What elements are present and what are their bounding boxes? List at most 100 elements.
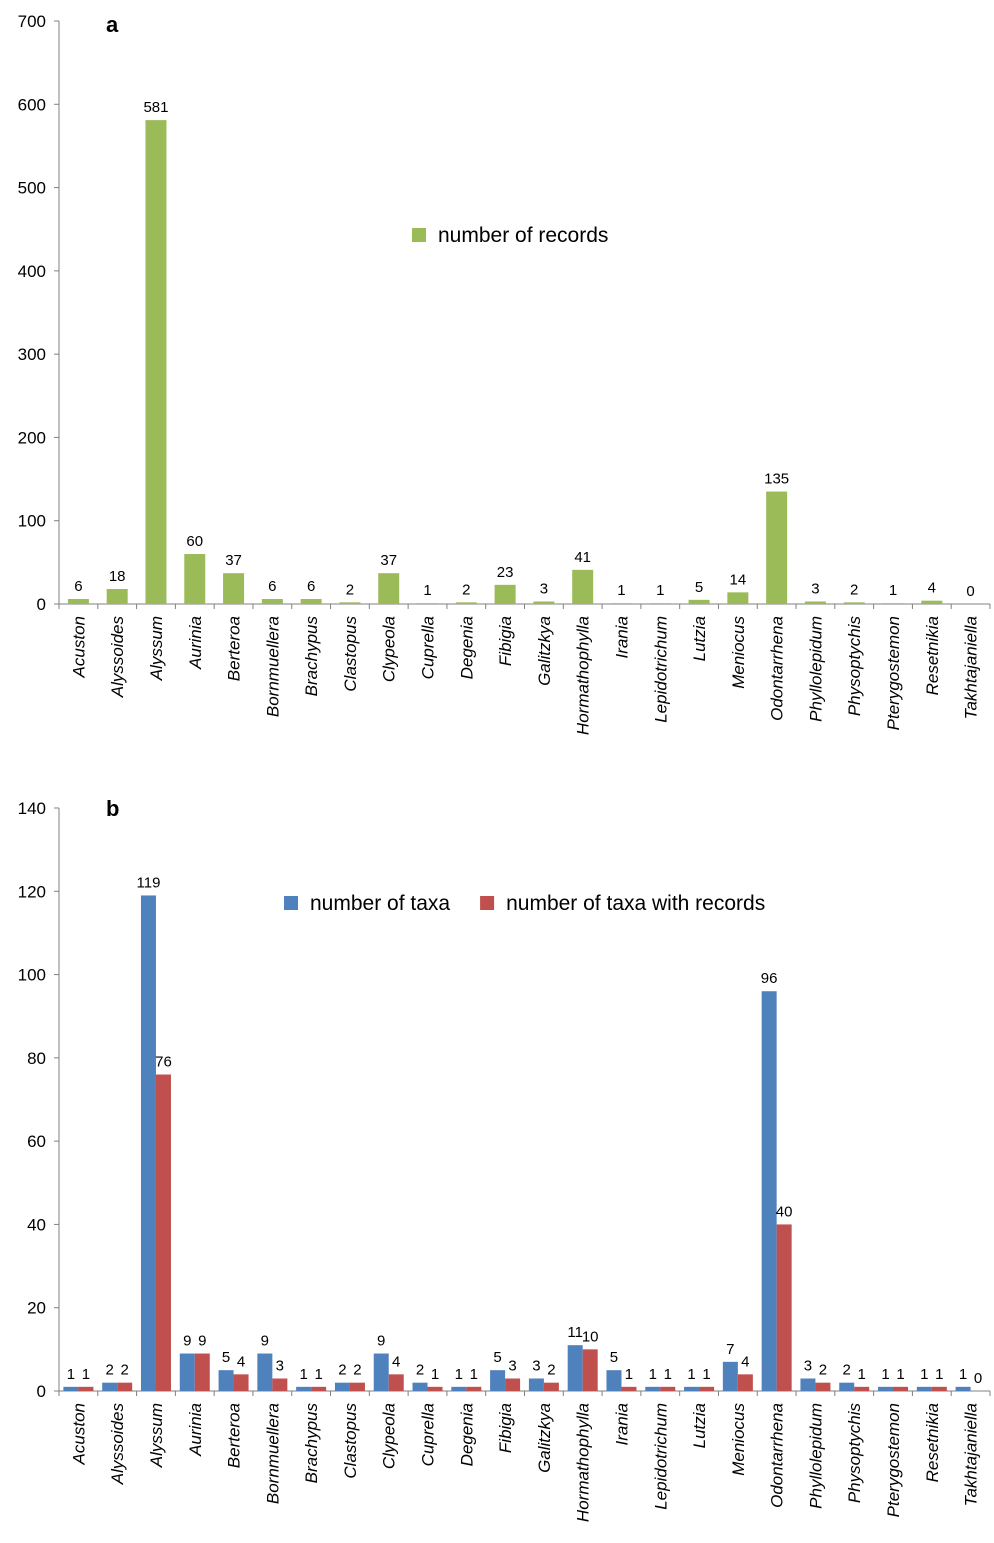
bar: [427, 1386, 443, 1391]
category-label: Bornmuellera: [263, 1403, 282, 1504]
data-label: 1: [455, 1366, 463, 1383]
bar: [388, 1374, 404, 1391]
category-label: Meniocus: [729, 1403, 748, 1476]
data-label: 135: [764, 471, 789, 488]
bar: [272, 1378, 288, 1391]
data-label: 60: [186, 533, 203, 550]
y-tick-label: 400: [18, 262, 46, 281]
y-tick-label: 140: [18, 799, 46, 818]
category-label: Lutzia: [690, 616, 709, 661]
category-label: Cuprella: [419, 616, 438, 679]
category-label: Aurinia: [186, 1403, 205, 1457]
y-tick-label: 300: [18, 345, 46, 364]
bar: [194, 1353, 210, 1391]
bar: [893, 1386, 909, 1391]
data-label: 23: [497, 564, 514, 581]
category-label: Odontarrhena: [768, 616, 787, 721]
data-label: 2: [843, 1362, 851, 1379]
bar: [412, 1382, 428, 1391]
bar: [261, 599, 283, 604]
data-label: 1: [649, 1366, 657, 1383]
category-label: Acuston: [69, 616, 88, 678]
data-label: 1: [881, 1366, 889, 1383]
y-tick-label: 700: [18, 12, 46, 31]
bar: [417, 603, 439, 604]
category-label: Brachypus: [302, 1403, 321, 1484]
data-label: 18: [109, 568, 126, 585]
data-label: 96: [761, 970, 778, 987]
category-label: Irania: [612, 616, 631, 659]
bar: [78, 1386, 94, 1391]
data-label: 37: [380, 552, 397, 569]
bar: [567, 1345, 583, 1391]
category-label: Meniocus: [729, 616, 748, 689]
y-tick-label: 0: [37, 1382, 46, 1401]
data-label: 5: [695, 579, 703, 596]
y-tick-label: 60: [27, 1132, 46, 1151]
bar: [451, 1386, 467, 1391]
bar: [610, 603, 632, 604]
bar: [300, 599, 322, 604]
data-label: 2: [106, 1362, 114, 1379]
bar: [349, 1382, 365, 1391]
bar: [761, 991, 777, 1391]
data-label: 4: [928, 580, 936, 597]
category-label: Clypeola: [380, 1403, 399, 1469]
bar: [649, 603, 671, 604]
panel-letter: a: [106, 12, 119, 37]
data-label: 1: [617, 582, 625, 599]
bar: [955, 1386, 971, 1391]
bar: [455, 602, 477, 604]
legend-label: number of taxa: [310, 892, 450, 915]
bar: [839, 1382, 855, 1391]
chart-panel-a: a01002003004005006007006Acuston18Alyssoi…: [18, 12, 991, 735]
category-label: Physoptychis: [845, 1403, 864, 1504]
bar: [296, 1386, 312, 1391]
data-label: 10: [582, 1328, 599, 1345]
bar: [660, 1386, 676, 1391]
bar: [106, 589, 128, 604]
bar: [528, 1378, 544, 1391]
data-label: 5: [610, 1349, 618, 1366]
bar: [311, 1386, 327, 1391]
data-label: 2: [819, 1362, 827, 1379]
y-tick-label: 100: [18, 512, 46, 531]
category-label: Galitzkya: [535, 616, 554, 686]
data-label: 3: [532, 1358, 540, 1375]
data-label: 3: [276, 1358, 284, 1375]
bar: [606, 1370, 622, 1391]
data-label: 76: [155, 1054, 172, 1071]
data-label: 40: [776, 1203, 793, 1220]
category-label: Fibigia: [496, 1403, 515, 1453]
data-label: 14: [730, 571, 747, 588]
category-label: Alyssum: [147, 1403, 166, 1468]
category-label: Alyssum: [147, 616, 166, 681]
data-label: 9: [198, 1333, 206, 1350]
data-label: 4: [741, 1353, 749, 1370]
data-label: 37: [225, 552, 242, 569]
category-label: Phyllolepidum: [806, 616, 825, 722]
data-label: 3: [804, 1358, 812, 1375]
category-label: Berteroa: [225, 1403, 244, 1468]
category-label: Alyssoides: [108, 1403, 127, 1486]
legend-swatch: [412, 228, 426, 242]
data-label: 0: [966, 583, 974, 600]
category-label: Pterygostemon: [884, 1403, 903, 1517]
data-label: 1: [82, 1366, 90, 1383]
category-label: Lutzia: [690, 1403, 709, 1448]
data-label: 2: [346, 581, 354, 598]
category-label: Clastopus: [341, 1403, 360, 1479]
category-label: Clypeola: [380, 616, 399, 682]
bar: [490, 1370, 506, 1391]
data-label: 6: [74, 578, 82, 595]
category-label: Cuprella: [419, 1403, 438, 1466]
bar: [804, 601, 826, 604]
bar: [140, 895, 156, 1391]
data-label: 3: [508, 1358, 516, 1375]
category-label: Lepidotrichum: [651, 616, 670, 723]
data-label: 1: [702, 1366, 710, 1383]
legend-label: number of taxa with records: [506, 892, 765, 915]
bar: [257, 1353, 273, 1391]
